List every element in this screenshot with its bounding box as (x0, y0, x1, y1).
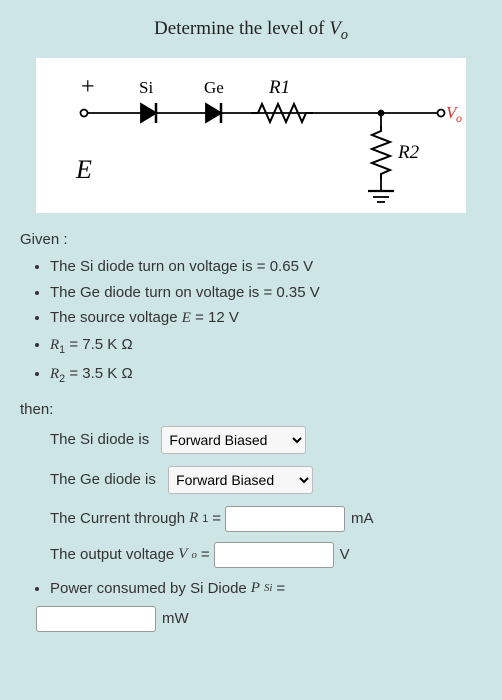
title-prefix: Determine the level of (154, 18, 329, 39)
psi-input[interactable] (36, 606, 156, 632)
vo-input[interactable] (214, 542, 334, 568)
svg-text:Si: Si (139, 78, 153, 97)
svg-text:+: + (81, 74, 95, 100)
ge-bias-label: The Ge diode is (50, 469, 156, 491)
given-list: The Si diode turn on voltage is = 0.65 V… (20, 256, 482, 388)
given-item: The Ge diode turn on voltage is = 0.35 V (50, 282, 482, 304)
vo-V: V (178, 544, 187, 566)
question-list: The Si diode is Forward Biased Reverse B… (20, 426, 482, 632)
psi-row: Power consumed by Si Diode PSi = mW (50, 578, 482, 632)
ge-bias-select[interactable]: Forward Biased Reverse Biased (168, 466, 313, 494)
svg-text:R2: R2 (397, 142, 420, 163)
psi-sub: Si (264, 581, 272, 597)
current-input[interactable] (225, 506, 345, 532)
ge-bias-row: The Ge diode is Forward Biased Reverse B… (50, 466, 482, 494)
si-bias-row: The Si diode is Forward Biased Reverse B… (50, 426, 482, 454)
current-unit: mA (351, 508, 374, 530)
current-eq: = (212, 508, 221, 530)
given-item: The Si diode turn on voltage is = 0.65 V (50, 256, 482, 278)
current-label: The Current through (50, 508, 185, 530)
psi-P: P (251, 578, 260, 600)
vo-label: The output voltage (50, 544, 174, 566)
given-item: R1 = 7.5 K Ω (50, 334, 482, 359)
title-sub: o (341, 27, 348, 43)
page-title: Determine the level of Vo (20, 18, 482, 44)
vo-sub: o (191, 548, 196, 564)
current-R: R (189, 508, 198, 530)
then-label: then: (20, 401, 482, 418)
current-row: The Current through R1 = mA (50, 506, 482, 532)
svg-text:R1: R1 (268, 77, 290, 98)
title-var: V (329, 18, 341, 39)
si-bias-select[interactable]: Forward Biased Reverse Biased (161, 426, 306, 454)
circuit-diagram: + E Si Ge R1 R2 V o (36, 58, 466, 213)
svg-text:Ge: Ge (204, 78, 224, 97)
vo-row: The output voltage Vo = V (50, 542, 482, 568)
psi-label: Power consumed by Si Diode (50, 578, 247, 600)
given-item: The source voltage E = 12 V (50, 307, 482, 330)
si-bias-label: The Si diode is (50, 429, 149, 451)
svg-text:o: o (456, 111, 462, 125)
psi-eq: = (276, 578, 285, 600)
svg-text:E: E (75, 155, 92, 184)
psi-unit: mW (162, 608, 189, 630)
vo-unit: V (340, 544, 350, 566)
given-item: R2 = 3.5 K Ω (50, 363, 482, 388)
vo-eq: = (201, 544, 210, 566)
current-sub: 1 (202, 512, 208, 528)
given-label: Given : (20, 231, 482, 248)
